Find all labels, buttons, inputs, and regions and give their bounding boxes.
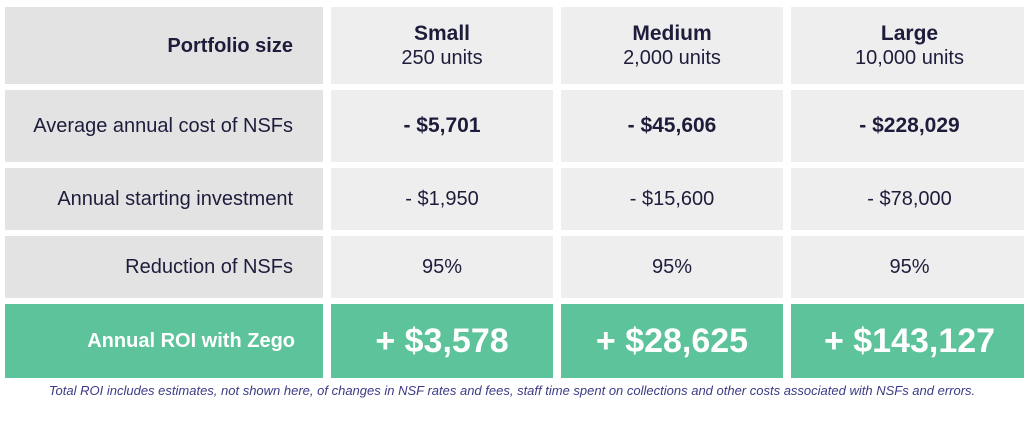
roi-table: Portfolio size Small 250 units Medium 2,… bbox=[5, 7, 1024, 378]
column-units: 2,000 units bbox=[623, 47, 721, 69]
row-label-average-annual-cost: Average annual cost of NSFs bbox=[5, 90, 323, 162]
footnote: Total ROI includes estimates, not shown … bbox=[48, 383, 976, 398]
row-label-reduction-of-nsfs: Reduction of NSFs bbox=[5, 236, 323, 298]
value-cell: - $5,701 bbox=[331, 90, 553, 162]
value-cell: - $228,029 bbox=[791, 90, 1024, 162]
value-cell: - $15,600 bbox=[561, 168, 783, 230]
roi-row-label: Annual ROI with Zego bbox=[5, 304, 323, 378]
value-cell: 95% bbox=[561, 236, 783, 298]
row-label-annual-starting-investment: Annual starting investment bbox=[5, 168, 323, 230]
value-cell: - $1,950 bbox=[331, 168, 553, 230]
column-name: Large bbox=[880, 22, 939, 45]
column-units: 250 units bbox=[401, 47, 483, 69]
column-name: Medium bbox=[632, 22, 712, 45]
value-cell: 95% bbox=[331, 236, 553, 298]
column-header-small: Small 250 units bbox=[331, 7, 553, 84]
value-cell: - $78,000 bbox=[791, 168, 1024, 230]
value-cell: - $45,606 bbox=[561, 90, 783, 162]
value-cell: 95% bbox=[791, 236, 1024, 298]
roi-value-small: + $3,578 bbox=[331, 304, 553, 378]
column-units: 10,000 units bbox=[855, 47, 964, 69]
column-header-medium: Medium 2,000 units bbox=[561, 7, 783, 84]
portfolio-size-label: Portfolio size bbox=[5, 7, 323, 84]
column-name: Small bbox=[413, 22, 471, 45]
roi-value-medium: + $28,625 bbox=[561, 304, 783, 378]
column-header-large: Large 10,000 units bbox=[791, 7, 1024, 84]
roi-value-large: + $143,127 bbox=[791, 304, 1024, 378]
